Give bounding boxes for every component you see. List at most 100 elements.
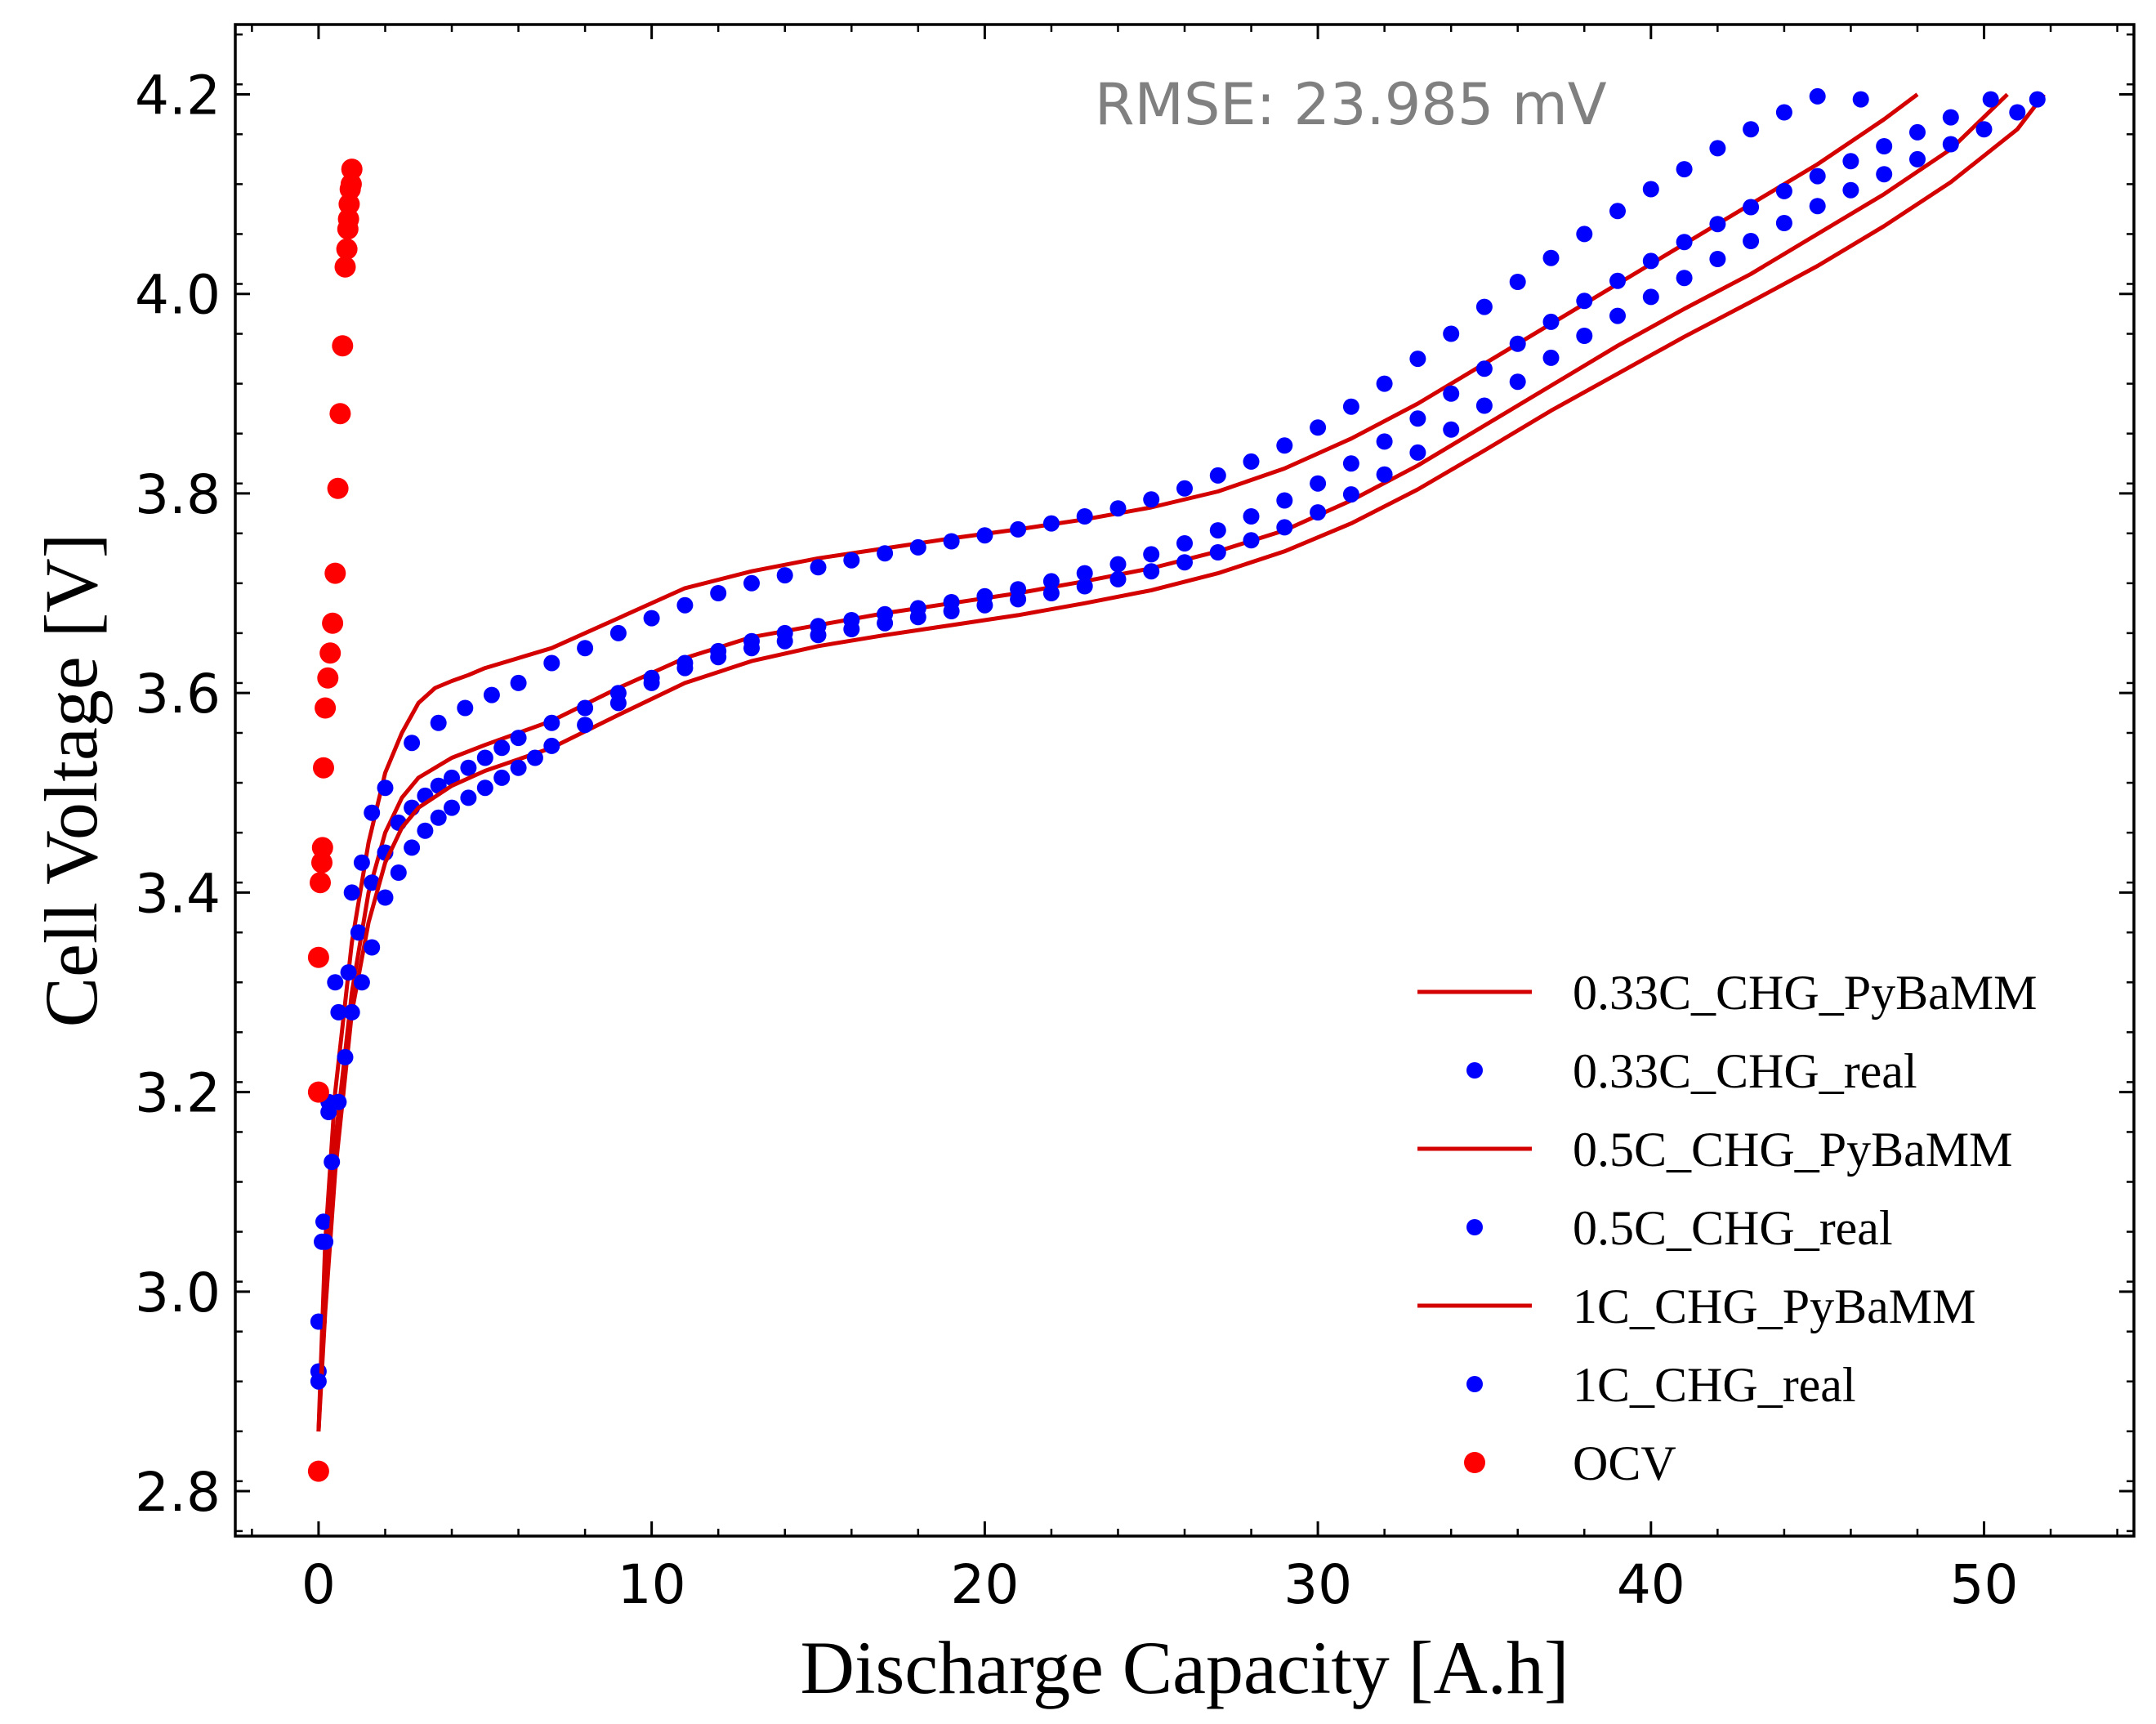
data-point (909, 609, 926, 626)
data-point (577, 640, 594, 657)
data-point (2029, 91, 2046, 108)
data-point (843, 621, 860, 637)
y-tick-label: 3.0 (135, 1262, 221, 1324)
data-point (1109, 556, 1127, 573)
data-point (1243, 532, 1260, 549)
data-point (1842, 153, 1859, 170)
data-point (1409, 444, 1426, 461)
data-point (324, 1154, 341, 1171)
data-point (1775, 182, 1792, 199)
data-point (1542, 249, 1560, 266)
data-point (810, 559, 827, 576)
data-point (1443, 421, 1460, 438)
data-point (341, 159, 363, 181)
data-point (1143, 546, 1160, 563)
data-point (337, 1048, 354, 1065)
x-axis-title: Discharge Capacity [A.h] (801, 1626, 1569, 1709)
data-point (317, 667, 339, 689)
data-point (1709, 140, 1726, 157)
data-point (1209, 522, 1226, 539)
series-1c-chg-pybamm (316, 92, 2046, 1431)
data-point (609, 624, 627, 641)
x-tick-label: 10 (618, 1553, 686, 1616)
data-point (1310, 504, 1327, 521)
data-point (493, 739, 511, 757)
data-point (1709, 216, 1726, 233)
data-point (1475, 360, 1493, 377)
data-point (340, 173, 362, 195)
data-point (909, 538, 926, 556)
data-point (311, 837, 333, 859)
data-point (1443, 325, 1460, 342)
data-point (676, 659, 694, 677)
data-point (476, 749, 493, 766)
y-tick-label: 2.8 (135, 1461, 221, 1524)
data-point (329, 403, 351, 425)
data-point (710, 649, 727, 666)
legend-label: 0.33C_CHG_real (1573, 1044, 1917, 1098)
data-point (430, 714, 447, 731)
data-point (1509, 335, 1526, 352)
data-point (1542, 349, 1560, 366)
legend-marker-swatch (1464, 1452, 1485, 1473)
data-point (1942, 136, 1959, 153)
data-point (322, 612, 344, 634)
data-point (1243, 508, 1260, 525)
data-point (1276, 492, 1293, 509)
data-point (526, 749, 543, 766)
series-layer (307, 87, 2046, 1482)
data-point (543, 737, 560, 754)
y-tick-label: 3.8 (135, 463, 221, 526)
data-point (510, 730, 527, 747)
data-point (1409, 351, 1426, 368)
data-point (877, 545, 894, 562)
data-point (1909, 123, 1926, 141)
data-point (710, 585, 727, 601)
series-1c-chg-real (310, 91, 2046, 1390)
data-point (1176, 480, 1193, 497)
series-line (316, 92, 2046, 1431)
data-point (1076, 508, 1093, 525)
data-point (976, 527, 993, 544)
data-point (743, 640, 760, 657)
legend-item-ocv: OCV (1464, 1436, 1676, 1490)
legend-label: 1C_CHG_PyBaMM (1573, 1280, 1975, 1333)
x-tick-label: 40 (1617, 1553, 1685, 1616)
data-point (336, 238, 358, 260)
data-point (643, 674, 660, 691)
x-tick-label: 30 (1283, 1553, 1352, 1616)
data-point (337, 208, 359, 230)
data-point (1042, 573, 1060, 590)
data-point (307, 1081, 329, 1103)
data-point (1310, 475, 1327, 492)
axis-ticks: 0 10 20 30 40 50 2.8 3.0 3.2 3.4 3.6 3.8 4.0 4.2 (135, 25, 2134, 1616)
data-point (1642, 252, 1659, 270)
data-point (2009, 104, 2026, 121)
data-point (1576, 226, 1593, 243)
data-point (1376, 466, 1393, 483)
legend-item-0-5c-chg-real: 0.5C_CHG_real (1466, 1201, 1893, 1255)
data-point (1775, 104, 1792, 121)
data-point (1576, 328, 1593, 344)
data-point (543, 654, 560, 672)
data-point (1975, 121, 1993, 138)
data-point (310, 1373, 327, 1390)
data-point (1609, 272, 1626, 289)
data-point (1982, 91, 1999, 108)
data-point (417, 822, 434, 839)
data-point (460, 789, 477, 806)
data-point (404, 839, 421, 856)
data-point (1342, 486, 1359, 503)
data-point (311, 851, 333, 873)
data-point (340, 964, 357, 981)
data-point (476, 779, 493, 797)
data-point (1542, 313, 1560, 330)
data-point (1342, 398, 1359, 415)
data-point (404, 735, 421, 752)
data-point (1276, 437, 1293, 454)
data-point (1609, 307, 1626, 324)
data-point (1409, 410, 1426, 427)
data-point (377, 889, 394, 906)
data-point (1609, 203, 1626, 220)
